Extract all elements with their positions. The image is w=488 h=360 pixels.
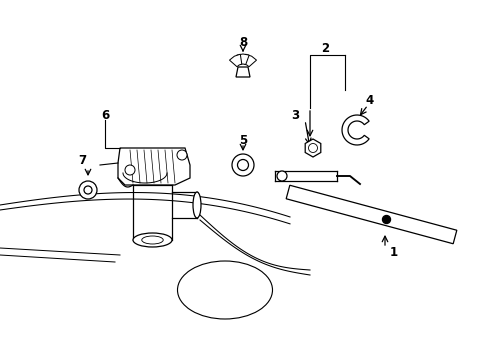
Ellipse shape <box>142 236 163 244</box>
Ellipse shape <box>133 233 172 247</box>
Circle shape <box>231 154 253 176</box>
Ellipse shape <box>177 261 272 319</box>
Text: 7: 7 <box>78 153 86 166</box>
Circle shape <box>79 181 97 199</box>
Text: 4: 4 <box>364 94 372 107</box>
Circle shape <box>177 150 186 160</box>
Polygon shape <box>229 54 241 67</box>
Circle shape <box>84 186 92 194</box>
Polygon shape <box>341 115 368 145</box>
Text: 3: 3 <box>290 108 299 122</box>
Polygon shape <box>244 54 256 67</box>
Polygon shape <box>236 67 249 77</box>
Circle shape <box>276 171 286 181</box>
Ellipse shape <box>193 192 201 218</box>
Polygon shape <box>305 139 320 157</box>
Text: 1: 1 <box>389 246 397 258</box>
Circle shape <box>237 159 248 171</box>
Text: 6: 6 <box>101 108 109 122</box>
Text: 2: 2 <box>320 41 328 54</box>
Circle shape <box>125 165 135 175</box>
Polygon shape <box>285 185 456 244</box>
Circle shape <box>308 144 317 153</box>
Circle shape <box>382 216 390 224</box>
Text: 5: 5 <box>238 134 246 147</box>
Polygon shape <box>118 148 190 185</box>
Polygon shape <box>236 54 249 64</box>
Text: 8: 8 <box>238 36 246 49</box>
